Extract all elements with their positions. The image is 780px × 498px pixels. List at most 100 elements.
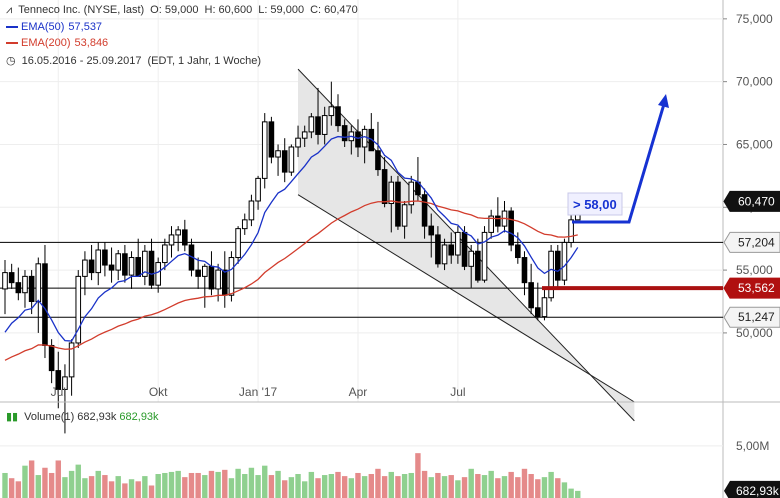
candle-body (235, 228, 241, 259)
candle-body (395, 181, 401, 227)
volume-bar (128, 479, 135, 498)
target-arrow (572, 103, 666, 224)
candle-body (475, 250, 481, 281)
volume-bar (461, 477, 468, 498)
candle-body (295, 137, 301, 148)
candle-body (195, 269, 201, 277)
volume-bar (468, 468, 474, 498)
header-ohlc: ⩘ Tenneco Inc. (NYSE, last) O: 59,000 H: 60… (6, 4, 364, 17)
volume-bar (175, 470, 181, 498)
volume-bar (475, 474, 481, 498)
candle-body (561, 241, 568, 281)
candle-body (241, 219, 248, 230)
volume-bar (395, 476, 401, 498)
price-tick-label: 50,000 (736, 326, 773, 340)
chart-type-icon: ⩘ (6, 4, 13, 16)
candle-body (22, 275, 28, 294)
candle-body (381, 169, 388, 205)
volume-bar (155, 474, 161, 498)
ema200-label: EMA(200) (21, 37, 71, 49)
price-tick-label: 75,000 (736, 12, 773, 26)
volume-bar (488, 470, 494, 498)
volume-bar (481, 475, 488, 498)
volume-bar (248, 467, 255, 498)
price-tag-box (723, 306, 780, 328)
volume-bar (528, 474, 534, 498)
candle-body (115, 253, 122, 271)
candle-body (15, 282, 22, 294)
candle-body (108, 264, 115, 271)
volume-bar (268, 475, 275, 498)
candle-body (341, 125, 348, 142)
candle-body (441, 244, 448, 265)
candle-body (228, 257, 235, 296)
volume-bar (102, 475, 108, 498)
candle-body (361, 128, 368, 148)
volume-bar (348, 478, 355, 498)
volume-bar (421, 470, 428, 498)
candle-body (182, 229, 188, 246)
price-tag-box (723, 190, 780, 212)
candle-body (202, 265, 208, 277)
volume-bar (515, 477, 521, 498)
candle-body (455, 231, 461, 256)
volume-bar (228, 478, 235, 498)
volume-bar (68, 470, 75, 498)
volume-header: ▮▮ Volume(1) 682,93k 682,93k (6, 410, 165, 423)
candle-body (162, 244, 168, 264)
volume-bar (75, 464, 81, 498)
candle-body (168, 234, 175, 246)
volume-bar (568, 488, 574, 498)
candle-body (2, 272, 8, 290)
volume-label: Volume(1) (24, 411, 75, 423)
price-tick-label: 70,000 (736, 75, 773, 89)
candle-body (401, 204, 408, 227)
volume-bar (95, 470, 101, 498)
volume-bar (2, 472, 8, 498)
price-tick-label: 55,000 (736, 263, 773, 277)
time-tick-label: Jan '17 (239, 385, 278, 399)
ema50-value: 57,537 (68, 21, 103, 33)
volume-bar (555, 478, 561, 498)
volume-bar (535, 479, 541, 498)
volume-bar (381, 476, 388, 498)
horizontal-levels (0, 241, 723, 318)
volume-bar (501, 476, 508, 498)
ema50-label: EMA(50) (21, 21, 65, 33)
high-value: H: 60,600 (204, 4, 253, 16)
volume-bar (62, 477, 68, 498)
candle-body (68, 342, 75, 378)
time-axis: Jul Okt Jan '17 Apr Jul (51, 385, 466, 399)
candle-body (221, 269, 228, 296)
volume-bar (288, 477, 295, 498)
candle-body (62, 376, 68, 390)
candle-body (548, 250, 554, 299)
candle-body (421, 194, 428, 227)
volume-bars (2, 453, 581, 498)
close-value: C: 60,470 (310, 4, 358, 16)
volume-bar (168, 471, 175, 498)
candle-body (541, 297, 548, 318)
header-ema200: EMA(200) 53,846 (6, 37, 114, 49)
volume-bar (82, 478, 88, 498)
time-tick-label: Okt (149, 385, 168, 399)
candle-body (148, 250, 155, 286)
candle-body (268, 121, 275, 158)
volume-bar (541, 477, 548, 498)
candle-body (35, 263, 42, 302)
candle-body (28, 275, 35, 302)
ema50-line (4, 135, 579, 342)
ema200-value: 53,846 (74, 37, 109, 49)
candle-body (281, 150, 288, 173)
candle-body (568, 219, 574, 243)
volume-bar (368, 474, 374, 498)
candle-body (142, 250, 148, 277)
volume-bar (561, 482, 568, 498)
price-tick-label: 65,000 (736, 137, 773, 151)
clock-icon: ◷ (6, 55, 16, 67)
target-label-box (567, 192, 623, 216)
candle-body (528, 282, 534, 309)
volume-bar (448, 475, 454, 498)
time-tick-label: Jul (450, 385, 465, 399)
candle-body (335, 106, 341, 127)
